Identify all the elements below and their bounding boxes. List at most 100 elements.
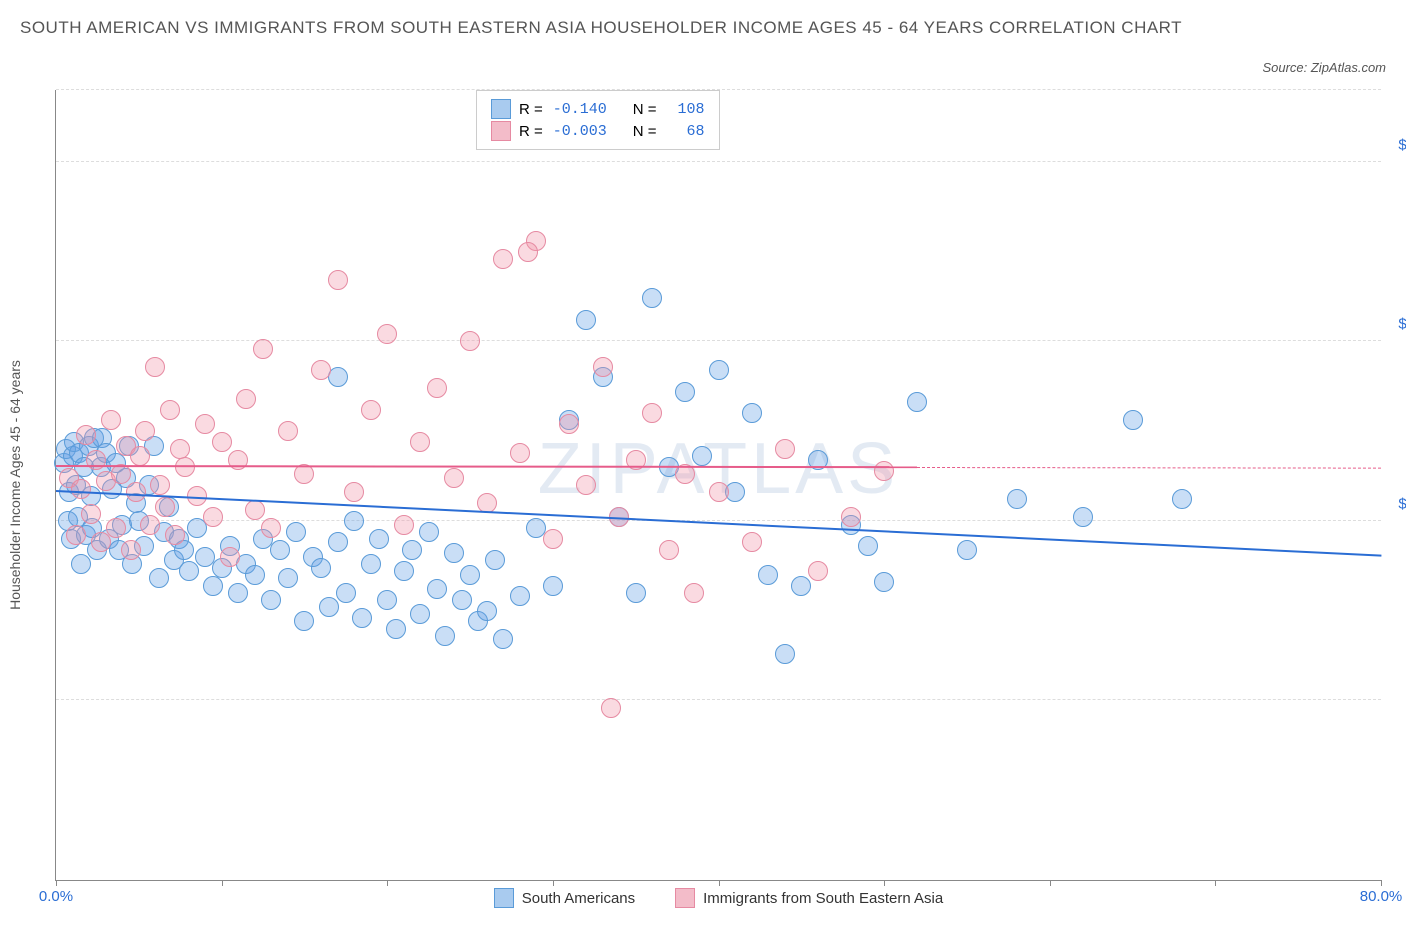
point-series-b [261,518,281,538]
point-series-b [135,421,155,441]
point-series-b [601,698,621,718]
point-series-b [460,331,480,351]
point-series-a [1123,410,1143,430]
y-axis-label: Householder Income Ages 45 - 64 years [7,360,23,610]
point-series-b [659,540,679,560]
point-series-a [758,565,778,585]
chart-title: SOUTH AMERICAN VS IMMIGRANTS FROM SOUTH … [20,15,1386,41]
point-series-b [101,410,121,430]
x-tick-mark [553,880,554,886]
point-series-b [518,242,538,262]
point-series-b [394,515,414,535]
point-series-b [444,468,464,488]
point-series-b [709,482,729,502]
point-series-a [394,561,414,581]
point-series-b [245,500,265,520]
point-series-b [150,475,170,495]
point-series-b [576,475,596,495]
point-series-a [294,611,314,631]
legend-item: Immigrants from South Eastern Asia [675,888,943,908]
point-series-b [212,432,232,452]
point-series-a [858,536,878,556]
point-series-a [791,576,811,596]
stat-n-label: N = [633,123,657,140]
point-series-b [543,529,563,549]
point-series-a [460,565,480,585]
point-series-b [344,482,364,502]
point-series-a [410,604,430,624]
point-series-b [410,432,430,452]
legend-swatch [675,888,695,908]
point-series-b [160,400,180,420]
point-series-b [510,443,530,463]
point-series-a [543,576,563,596]
stats-row: R =-0.003N =68 [491,121,705,141]
point-series-a [642,288,662,308]
y-tick-label: $150,000 [1386,316,1406,333]
point-series-b [841,507,861,527]
point-series-a [493,629,513,649]
x-tick-mark [56,880,57,886]
x-tick-mark [387,880,388,886]
legend-label: Immigrants from South Eastern Asia [703,890,943,907]
stat-r-value: -0.003 [551,123,607,140]
stat-r-value: -0.140 [551,101,607,118]
grid-line [56,161,1381,162]
point-series-b [493,249,513,269]
y-tick-label: $200,000 [1386,136,1406,153]
point-series-b [203,507,223,527]
point-series-b [76,425,96,445]
x-tick-mark [719,880,720,886]
point-series-b [684,583,704,603]
point-series-a [444,543,464,563]
stat-n-value: 68 [665,123,705,140]
point-series-a [228,583,248,603]
plot-area: ZIPATLAS R =-0.140N =108R =-0.003N =68 S… [55,90,1381,881]
point-series-b [66,525,86,545]
point-series-a [278,568,298,588]
point-series-b [81,504,101,524]
point-series-a [692,446,712,466]
x-tick-mark [222,880,223,886]
point-series-a [907,392,927,412]
legend-swatch [491,121,511,141]
point-series-b [742,532,762,552]
point-series-b [121,540,141,560]
point-series-a [709,360,729,380]
grid-line [56,89,1381,90]
point-series-a [775,644,795,664]
point-series-b [236,389,256,409]
point-series-a [452,590,472,610]
point-series-a [344,511,364,531]
point-series-a [328,532,348,552]
point-series-a [245,565,265,585]
point-series-a [203,576,223,596]
x-tick-mark [1215,880,1216,886]
legend-swatch [491,99,511,119]
point-series-a [179,561,199,581]
point-series-a [369,529,389,549]
point-series-b [361,400,381,420]
point-series-a [427,579,447,599]
point-series-a [675,382,695,402]
point-series-b [328,270,348,290]
point-series-a [319,597,339,617]
point-series-a [957,540,977,560]
point-series-b [559,414,579,434]
point-series-b [195,414,215,434]
point-series-b [253,339,273,359]
point-series-b [71,479,91,499]
point-series-a [874,572,894,592]
y-tick-label: $100,000 [1386,495,1406,512]
point-series-a [352,608,372,628]
point-series-a [336,583,356,603]
x-tick-mark [1381,880,1382,886]
x-tick-mark [1050,880,1051,886]
point-series-a [1007,489,1027,509]
point-series-b [427,378,447,398]
point-series-a [477,601,497,621]
point-series-b [642,403,662,423]
point-series-a [742,403,762,423]
point-series-b [91,532,111,552]
point-series-a [419,522,439,542]
